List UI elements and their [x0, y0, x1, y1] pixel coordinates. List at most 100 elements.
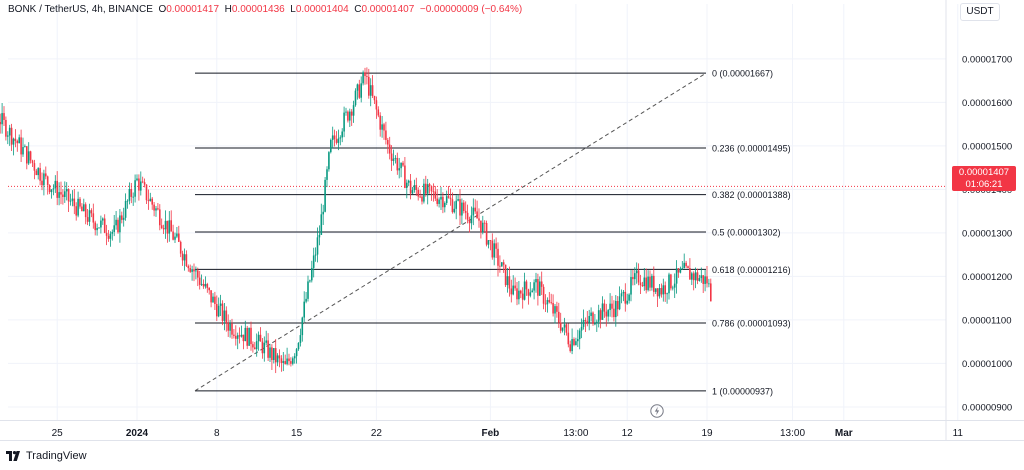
candle-body [297, 342, 300, 350]
candle-body [444, 202, 446, 208]
candle-body [204, 283, 207, 287]
branding-footer[interactable]: TradingView [6, 450, 87, 462]
currency-selector[interactable]: USDT [960, 3, 1000, 21]
candle-body [105, 232, 108, 236]
candle-body [320, 214, 323, 235]
candle-body [312, 255, 315, 268]
candle-body [618, 296, 621, 310]
candle-body [387, 139, 389, 145]
candle-body [417, 189, 419, 197]
candle-body [309, 280, 311, 282]
candle-body [354, 90, 357, 106]
candle-body [333, 135, 336, 140]
time-tick-label: 8 [214, 428, 220, 439]
candle-body [455, 200, 457, 209]
candle-body [322, 211, 324, 215]
fib-trend-line [194, 72, 707, 392]
candle-body [337, 138, 340, 143]
candle-body [425, 183, 427, 194]
candle-body [326, 169, 328, 180]
candle-body [132, 196, 134, 198]
candle-body [64, 191, 66, 197]
lightning-icon[interactable] [650, 404, 664, 418]
candle-body [83, 204, 85, 212]
candle-body [335, 139, 338, 143]
candle-body [561, 327, 564, 331]
candle-body [677, 268, 680, 273]
candle-body [432, 191, 435, 193]
candle-body [145, 184, 148, 201]
candle-body [206, 283, 209, 288]
candle-body [516, 288, 518, 300]
candle-body [26, 146, 28, 164]
candle-body [149, 198, 152, 202]
candle-body [124, 201, 127, 218]
candle-body [694, 272, 697, 281]
candle-body [331, 135, 334, 140]
candle-body [520, 290, 522, 294]
candle-body [540, 281, 543, 287]
candle-body [689, 268, 691, 280]
candle-body [136, 178, 138, 181]
candle-body [643, 277, 646, 287]
candle-body [10, 127, 13, 145]
candle-body [50, 189, 53, 193]
time-tick-label: 25 [52, 428, 64, 439]
candle-body [544, 303, 547, 305]
candle-body [523, 281, 526, 300]
candle-body [392, 158, 395, 161]
candle-body [426, 184, 429, 194]
candle-body [483, 222, 486, 224]
candle-body [698, 278, 701, 281]
time-tick-label: 19 [701, 428, 713, 439]
candle-body [65, 189, 68, 192]
candle-body [603, 303, 606, 312]
candle-body [434, 191, 437, 199]
candle-body [369, 85, 372, 96]
candle-body [202, 283, 205, 287]
candle-body [227, 323, 229, 331]
candle-body [649, 276, 651, 288]
candle-body [407, 180, 410, 183]
candle-body [221, 303, 224, 321]
candle-body [103, 218, 106, 233]
candle-body [637, 270, 640, 283]
low-value: 0.00001404 [295, 4, 349, 15]
candle-body [710, 283, 712, 302]
candle-body [609, 303, 611, 311]
candle-body [656, 288, 659, 297]
candle-body [122, 217, 125, 220]
candle-body [18, 137, 20, 144]
candle-body [605, 311, 608, 317]
candle-body [236, 335, 239, 339]
candle-body [225, 310, 228, 324]
candle-body [31, 160, 34, 164]
candle-body [548, 299, 551, 303]
candle-body [261, 341, 264, 354]
candle-body [459, 199, 461, 216]
candle-body [81, 206, 83, 212]
candle-body [284, 361, 286, 365]
candle-body [56, 180, 58, 198]
candle-body [79, 198, 81, 207]
candle-body [174, 236, 176, 240]
candle-body [151, 198, 153, 205]
candle-body [366, 76, 368, 77]
candle-body [305, 298, 307, 302]
time-tick-label: 11 [953, 428, 964, 439]
symbol-name[interactable]: BONK / TetherUS, 4h, BINANCE [8, 4, 153, 15]
time-tick-label: 15 [291, 428, 303, 439]
candle-body [153, 204, 155, 211]
candle-body [29, 151, 32, 161]
candle-body [645, 277, 647, 291]
candle-body [567, 332, 570, 345]
high-label: H [224, 4, 232, 15]
candle-body [229, 323, 231, 331]
candle-body [121, 215, 123, 220]
candle-body [596, 321, 598, 324]
candle-body [341, 131, 343, 138]
candle-body [360, 83, 362, 98]
candle-body [164, 220, 167, 230]
time-tick-label: 13:00 [563, 428, 588, 439]
